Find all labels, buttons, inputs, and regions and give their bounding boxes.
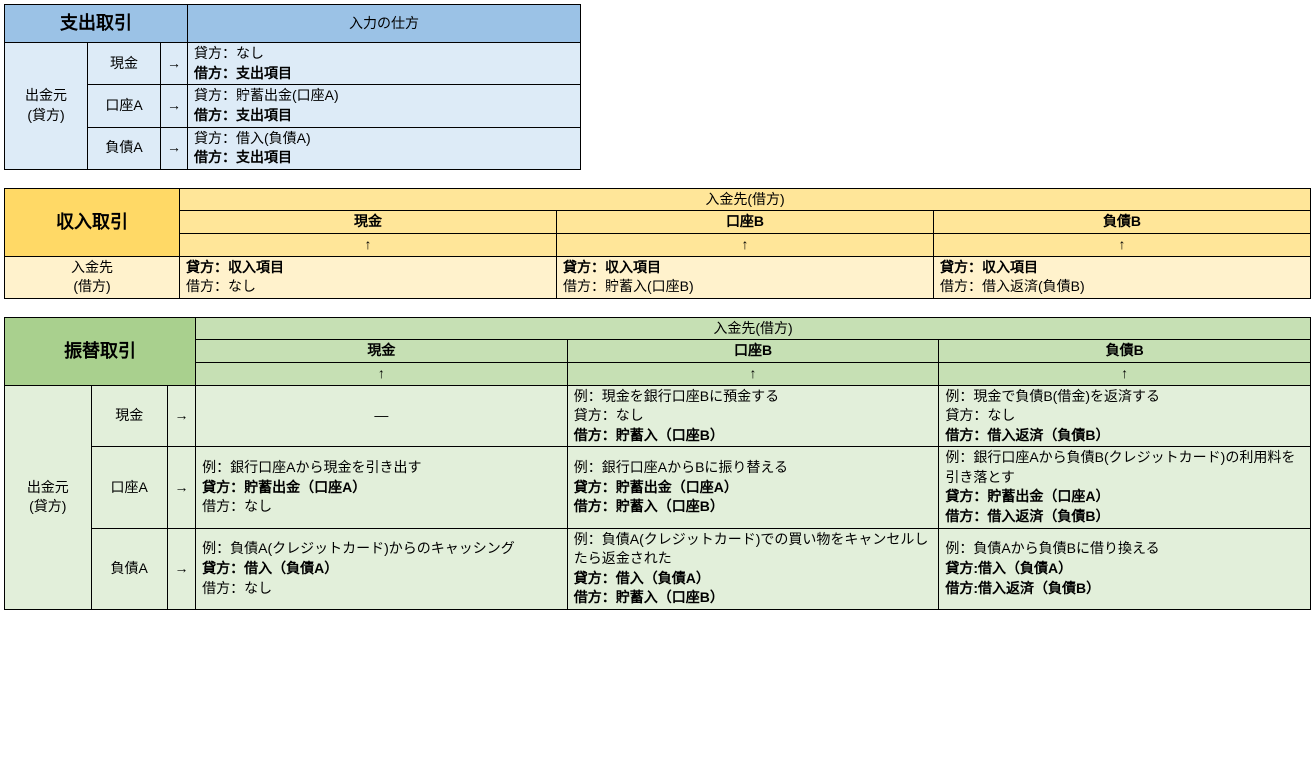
t3-row1-name: 口座A [91, 447, 167, 528]
t3-dest-label: 入金先(借方) [196, 317, 1311, 340]
t1-row1-name: 口座A [88, 85, 161, 127]
t3-row0-name: 現金 [91, 385, 167, 447]
arrow-right-icon: → [167, 528, 195, 609]
t2-col1: 口座B [557, 211, 934, 234]
t3-col1: 口座B [567, 340, 939, 363]
arrow-right-icon: → [167, 447, 195, 528]
t3-col2: 負債B [939, 340, 1311, 363]
arrow-right-icon: → [167, 385, 195, 447]
t3-col0: 現金 [196, 340, 568, 363]
arrow-right-icon: → [161, 127, 188, 169]
t3-r2c2: 例：負債Aから負債Bに借り換える 貸方:借入（負債A） 借方:借入返済（負債B） [939, 528, 1311, 609]
t1-rowlabel: 出金元 (貸方) [5, 43, 88, 170]
arrow-up-icon: ↑ [557, 233, 934, 256]
t1-title: 支出取引 [5, 5, 188, 43]
t3-r1c2: 例：銀行口座Aから負債B(クレジットカード)の利用料を引き落とす 貸方：貯蓄出金… [939, 447, 1311, 528]
t1-header-right: 入力の仕方 [188, 5, 581, 43]
t2-rowlabel: 入金先 (借方) [5, 256, 180, 298]
t2-title: 収入取引 [5, 188, 180, 256]
t1-row1-cell: 貸方：貯蓄出金(口座A) 借方：支出項目 [188, 85, 581, 127]
t1-row0-name: 現金 [88, 43, 161, 85]
t2-col2: 負債B [934, 211, 1311, 234]
arrow-up-icon: ↑ [939, 362, 1311, 385]
t3-r0c0-dash: ― [196, 385, 568, 447]
t3-row2-name: 負債A [91, 528, 167, 609]
t3-r2c0: 例：負債A(クレジットカード)からのキャッシング 貸方：借入（負債A） 借方：な… [196, 528, 568, 609]
t1-row2-name: 負債A [88, 127, 161, 169]
table-transfer: 振替取引 入金先(借方) 現金 口座B 負債B ↑ ↑ ↑ 出金元 (貸方) 現… [4, 317, 1311, 610]
arrow-up-icon: ↑ [196, 362, 568, 385]
t1-row2-cell: 貸方：借入(負債A) 借方：支出項目 [188, 127, 581, 169]
t3-title: 振替取引 [5, 317, 196, 385]
t3-r2c1: 例：負債A(クレジットカード)での買い物をキャンセルしたら返金された 貸方：借入… [567, 528, 939, 609]
t2-cell1: 貸方：収入項目 借方：貯蓄入(口座B) [557, 256, 934, 298]
t3-r0c1: 例：現金を銀行口座Bに預金する 貸方：なし 借方：貯蓄入（口座B） [567, 385, 939, 447]
arrow-right-icon: → [161, 85, 188, 127]
table-expense: 支出取引 入力の仕方 出金元 (貸方) 現金 → 貸方：なし 借方：支出項目 口… [4, 4, 581, 170]
t2-cell2: 貸方：収入項目 借方：借入返済(負債B) [934, 256, 1311, 298]
t2-dest-label: 入金先(借方) [180, 188, 1311, 211]
arrow-up-icon: ↑ [934, 233, 1311, 256]
t3-r1c0: 例：銀行口座Aから現金を引き出す 貸方：貯蓄出金（口座A） 借方：なし [196, 447, 568, 528]
arrow-right-icon: → [161, 43, 188, 85]
arrow-up-icon: ↑ [567, 362, 939, 385]
t2-cell0: 貸方：収入項目 借方：なし [180, 256, 557, 298]
t3-r0c2: 例：現金で負債B(借金)を返済する 貸方：なし 借方：借入返済（負債B） [939, 385, 1311, 447]
t3-r1c1: 例：銀行口座AからBに振り替える 貸方：貯蓄出金（口座A） 借方：貯蓄入（口座B… [567, 447, 939, 528]
t3-rowlabel: 出金元 (貸方) [5, 385, 92, 610]
t2-col0: 現金 [180, 211, 557, 234]
arrow-up-icon: ↑ [180, 233, 557, 256]
table-income: 収入取引 入金先(借方) 現金 口座B 負債B ↑ ↑ ↑ 入金先 (借方) 貸… [4, 188, 1311, 299]
t1-row0-cell: 貸方：なし 借方：支出項目 [188, 43, 581, 85]
